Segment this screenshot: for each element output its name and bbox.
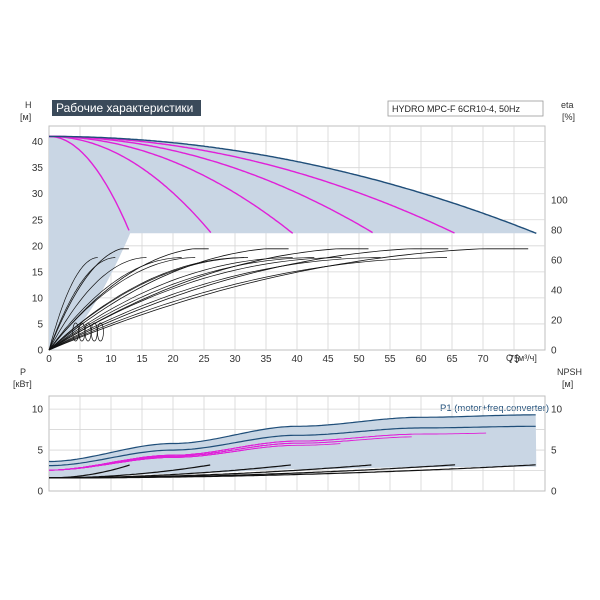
efficiency-curve-6-reduced-2 xyxy=(48,257,448,351)
efficiency-curve-2-reduced-1 xyxy=(48,257,147,351)
pump-curve-1 xyxy=(48,135,130,231)
efficiency-curve-5-reduced-2 xyxy=(48,257,381,351)
top-right-axis-unit: [%] xyxy=(562,112,575,122)
power-envelope-area xyxy=(49,414,537,479)
top-right-tick: 100 xyxy=(551,196,568,207)
x-tick: 5 xyxy=(77,354,83,365)
efficiency-curve-5-reduced-1 xyxy=(48,257,293,351)
x-axis-label: Q [м³/ч] xyxy=(506,353,537,363)
x-tick: 30 xyxy=(229,354,241,365)
efficiency-curve-1 xyxy=(48,248,129,351)
top-right-tick: 20 xyxy=(551,316,563,327)
bottom-left-axis-title: P xyxy=(20,367,26,377)
x-tick: 0 xyxy=(46,354,52,365)
top-left-tick: 35 xyxy=(32,163,44,174)
efficiency-curve-3-reduced-2 xyxy=(48,257,249,351)
x-tick: 10 xyxy=(105,354,117,365)
p2-power-curve xyxy=(49,425,536,467)
x-tick: 35 xyxy=(260,354,272,365)
top-left-tick: 40 xyxy=(32,137,44,148)
top-left-axis-unit: [м] xyxy=(20,112,31,122)
top-right-tick: 0 xyxy=(551,346,557,357)
efficiency-curve-4 xyxy=(48,248,369,351)
x-tick: 60 xyxy=(415,354,427,365)
x-tick: 20 xyxy=(167,354,179,365)
top-left-tick: 0 xyxy=(37,346,43,357)
efficiency-curve-3 xyxy=(48,248,289,351)
model-label-box xyxy=(387,100,544,117)
top-left-tick: 30 xyxy=(32,189,44,200)
bottom-left-axis-unit: [кВт] xyxy=(13,379,32,389)
chart-title: Рабочие характеристики xyxy=(56,101,193,115)
efficiency-curve-1-reduced-1 xyxy=(48,257,98,351)
bottom-right-tick: 0 xyxy=(551,487,557,498)
x-tick: 25 xyxy=(198,354,210,365)
efficiency-curve-3-reduced-1 xyxy=(48,257,196,351)
chart-title-box xyxy=(52,100,201,116)
pump-curve-5 xyxy=(49,135,455,234)
top-right-tick: 40 xyxy=(551,286,563,297)
bottom-left-tick: 10 xyxy=(32,405,44,416)
efficiency-curve-1-reduced-2 xyxy=(48,257,116,351)
top-right-axis-title: eta xyxy=(561,100,574,110)
efficiency-curve-6 xyxy=(48,248,529,351)
efficiency-curve-6-reduced-1 xyxy=(48,257,342,351)
top-right-tick: 80 xyxy=(551,226,563,237)
efficiency-curve-4-reduced-1 xyxy=(48,257,244,351)
top-left-axis-title: H xyxy=(25,100,32,110)
bottom-left-tick: 0 xyxy=(37,487,43,498)
max-pump-curve xyxy=(49,135,537,234)
x-tick: 75 xyxy=(508,354,520,365)
bottom-right-axis-unit: [м] xyxy=(562,379,573,389)
x-tick: 15 xyxy=(136,354,148,365)
pump-curve-3 xyxy=(49,135,294,234)
x-tick: 45 xyxy=(322,354,334,365)
x-tick: 70 xyxy=(477,354,489,365)
x-tick: 55 xyxy=(384,354,396,365)
power-curve-6-2 xyxy=(49,436,412,471)
x-tick: 65 xyxy=(446,354,458,365)
top-right-tick: 60 xyxy=(551,256,563,267)
x-tick: 40 xyxy=(291,354,303,365)
x-tick: 50 xyxy=(353,354,365,365)
efficiency-curve-2-reduced-2 xyxy=(48,257,182,351)
npsh-curve-6 xyxy=(49,464,536,479)
top-left-tick: 20 xyxy=(32,241,44,252)
p1-power-curve xyxy=(49,414,536,463)
pump-curve-4 xyxy=(49,135,373,234)
power-curve-6-3 xyxy=(49,432,487,471)
efficiency-curve-4-reduced-2 xyxy=(48,257,315,351)
pump-curve-2 xyxy=(49,135,212,234)
top-left-tick: 15 xyxy=(32,267,44,278)
bottom-right-axis-title: NPSH xyxy=(557,367,582,377)
bottom-right-tick: 5 xyxy=(551,446,557,457)
power-curve-6-1 xyxy=(49,443,341,471)
top-left-tick: 25 xyxy=(32,215,44,226)
legend-p1: P1 (motor+freq.converter) xyxy=(440,403,549,414)
model-label: HYDRO MPC-F 6CR10-4, 50Hz xyxy=(392,104,521,114)
top-left-tick: 5 xyxy=(37,319,43,330)
top-left-tick: 10 xyxy=(32,293,44,304)
efficiency-loop-5 xyxy=(97,322,104,342)
bottom-right-tick: 10 xyxy=(551,405,563,416)
bottom-left-tick: 5 xyxy=(37,446,43,457)
performance-envelope-area xyxy=(49,136,537,350)
efficiency-curve-5 xyxy=(48,248,449,351)
